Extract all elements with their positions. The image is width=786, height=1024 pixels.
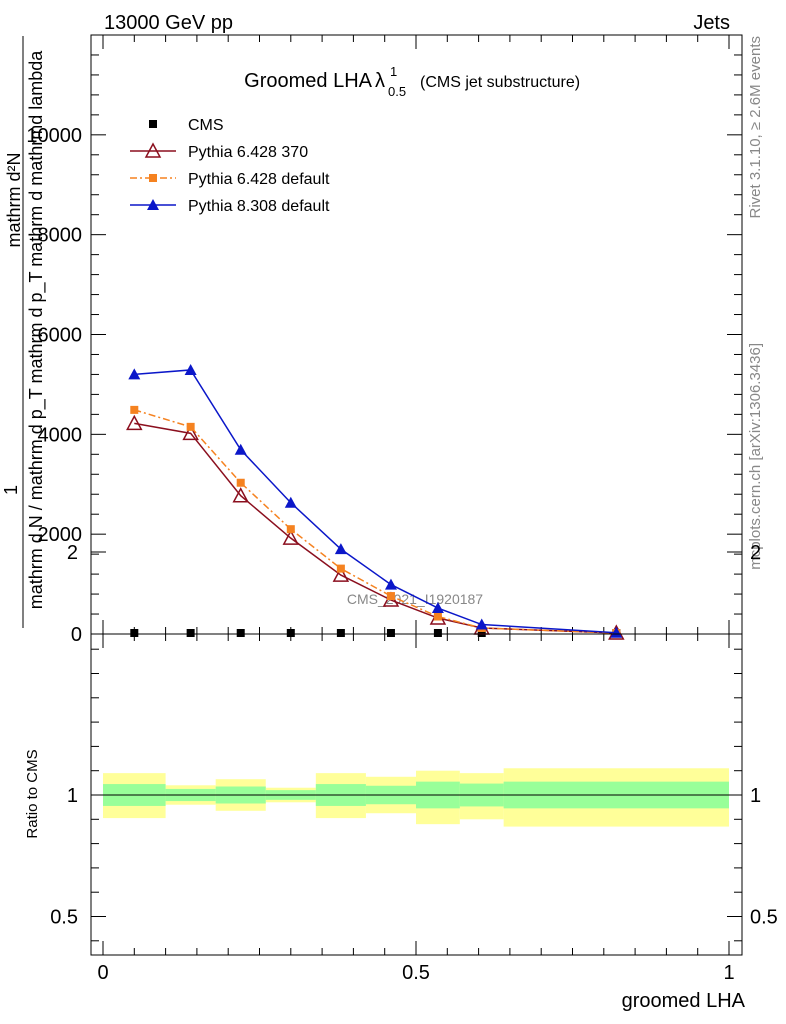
data-point xyxy=(130,629,139,637)
data-point xyxy=(433,612,442,621)
main-series xyxy=(126,363,625,640)
data-point xyxy=(234,443,247,455)
ratio-x-ticks: 0 0.5 1 xyxy=(97,634,735,984)
ratio-y-label: Ratio to CMS xyxy=(24,749,41,838)
title-subtitle: (CMS jet substructure) xyxy=(420,74,580,91)
ratio-x-tick-label: 1 xyxy=(723,962,734,984)
rivet-label: Rivet 3.1.10, ≥ 2.6M events xyxy=(747,36,764,219)
data-point xyxy=(286,525,295,534)
data-point xyxy=(186,422,195,431)
ratio-y-ticks: 0.5 0.5 1 1 2 2 xyxy=(50,542,778,942)
main-y-tick-label: 10000 xyxy=(26,125,82,147)
mcplots-label: mcplots.cern.ch [arXiv:1306.3436] xyxy=(747,343,764,570)
ratio-plot: 0.5 0.51 12 2 0 0.5 1 Ratio to CMS groomed LH… xyxy=(24,542,778,1012)
data-point xyxy=(334,543,347,555)
legend-marker xyxy=(147,199,159,210)
data-point xyxy=(126,414,143,431)
main-y-tick-label: 2000 xyxy=(38,524,83,546)
main-plot: 2000 4000 6000 8000 10000 0 CMS_2021_I1920187 xyxy=(26,34,743,646)
header-right: Jets xyxy=(693,12,730,34)
ratio-bands xyxy=(103,768,729,827)
legend-label: Pythia 6.428 370 xyxy=(188,144,308,161)
data-point xyxy=(284,496,297,508)
legend-item: Pythia 8.308 default xyxy=(130,198,330,215)
title-sup: 1 xyxy=(390,64,397,79)
main-y-tick-label: 0 xyxy=(71,624,82,646)
main-y-tick-label: 8000 xyxy=(38,225,83,247)
series-3 xyxy=(128,363,623,638)
x-axis-label: groomed LHA xyxy=(622,990,746,1012)
data-point xyxy=(182,424,199,441)
ratio-x-tick-label: 0.5 xyxy=(402,962,430,984)
title-sub: 0.5 xyxy=(388,84,406,99)
ratio-y-tick-label-right: 0.5 xyxy=(750,907,778,929)
main-y-ticks: 2000 4000 6000 8000 10000 0 xyxy=(26,34,742,646)
data-point xyxy=(477,629,486,637)
data-point xyxy=(236,478,245,487)
legend-item: Pythia 6.428 default xyxy=(130,171,330,188)
ratio-y-tick-label: 0.5 xyxy=(50,907,78,929)
legend-label: Pythia 8.308 default xyxy=(188,198,330,215)
data-point xyxy=(236,629,245,637)
data-point xyxy=(475,618,488,630)
data-point xyxy=(282,529,300,545)
data-point xyxy=(610,626,623,638)
ylabel-numerator: mathrm d²N xyxy=(4,152,24,247)
watermark: CMS_2021_I1920187 xyxy=(347,591,483,607)
legend-item: CMS xyxy=(149,117,224,134)
legend-marker xyxy=(149,174,157,182)
main-y-tick-label: 6000 xyxy=(38,325,83,347)
legend-label: Pythia 6.428 default xyxy=(188,171,330,188)
data-point xyxy=(384,578,397,590)
data-point xyxy=(336,629,345,637)
data-point xyxy=(286,629,295,637)
title-main: Groomed LHA xyxy=(244,70,372,92)
ratio-y-tick-label-right: 1 xyxy=(750,785,761,807)
legend: CMS Pythia 6.428 370 Pythia 6.428 default P… xyxy=(130,117,330,215)
data-point xyxy=(386,629,395,637)
ratio-y-tick-label: 2 xyxy=(67,542,78,564)
legend-marker xyxy=(144,142,162,158)
ratio-x-tick-label: 0 xyxy=(97,962,108,984)
data-point xyxy=(232,487,249,503)
main-y-tick-label: 4000 xyxy=(38,424,83,446)
data-point xyxy=(336,564,345,573)
data-point xyxy=(184,363,197,375)
data-point xyxy=(186,629,195,637)
ylabel-denominator: mathrm d N / mathrm d p_T mathrm d p_T m… xyxy=(26,50,47,609)
data-point xyxy=(433,629,442,637)
legend-label: CMS xyxy=(188,117,224,134)
header-left: 13000 GeV pp xyxy=(104,12,233,34)
data-point xyxy=(130,405,139,414)
data-point xyxy=(386,592,395,601)
ylabel-top: 1 xyxy=(1,485,21,495)
legend-item: Pythia 6.428 370 xyxy=(130,142,308,161)
data-point xyxy=(332,566,350,582)
title-symbol: λ xyxy=(375,70,385,92)
legend-marker xyxy=(149,120,157,128)
ratio-y-tick-label: 1 xyxy=(67,785,78,807)
ratio-y-tick-label-right: 2 xyxy=(750,542,761,564)
main-y-label: 1 mathrm d²N mathrm d N / mathrm d p_T m… xyxy=(1,36,47,628)
data-point xyxy=(128,368,141,380)
plot-title: Groomed LHA λ 1 0.5 (CMS jet substructur… xyxy=(244,64,580,99)
data-point xyxy=(431,602,444,614)
series-line xyxy=(134,422,617,634)
